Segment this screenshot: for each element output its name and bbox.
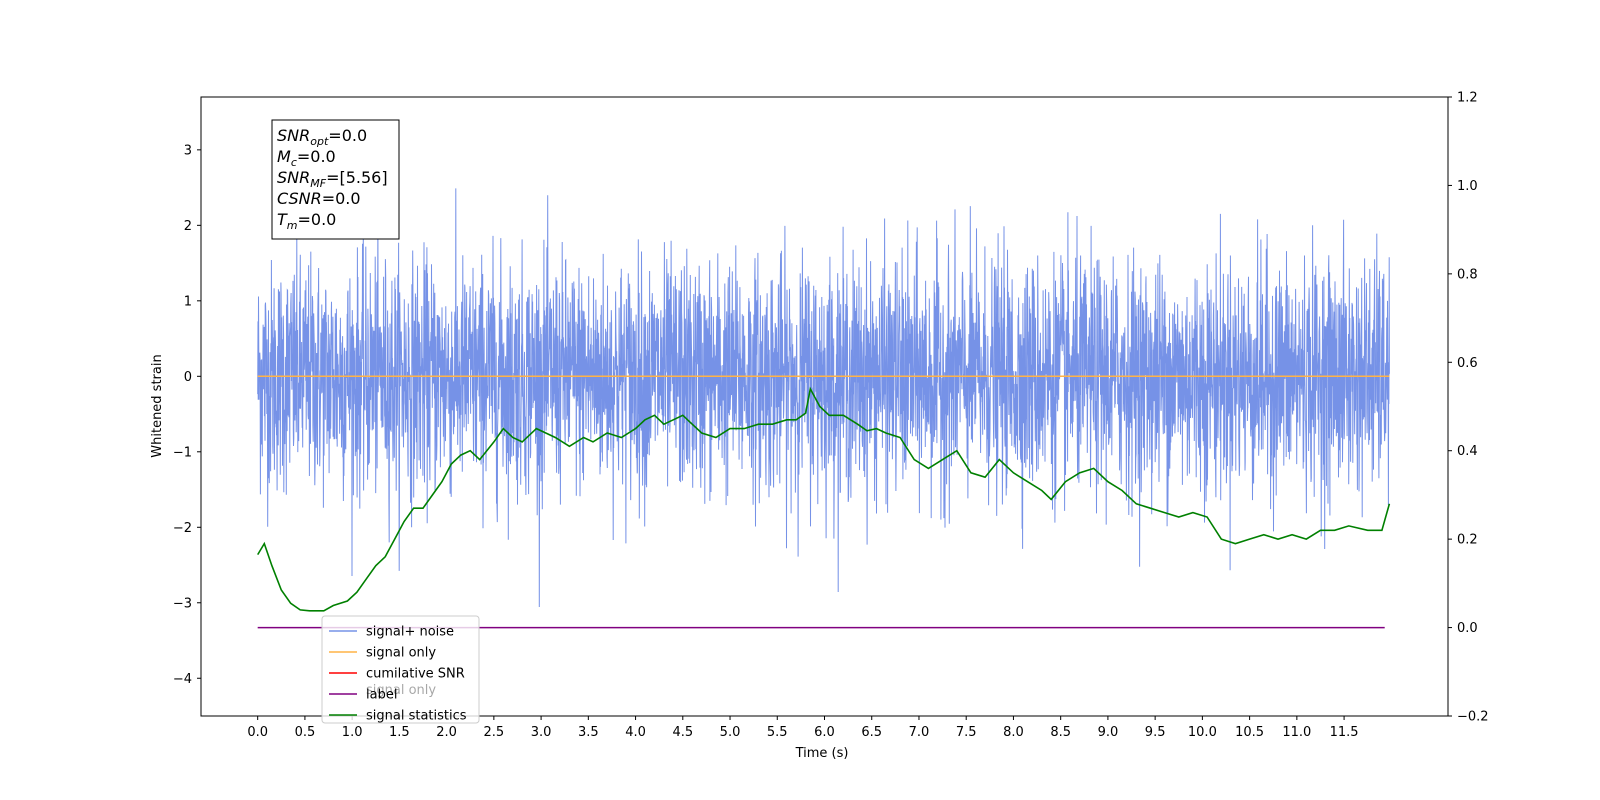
x-tick-label: 0.0 bbox=[247, 725, 268, 740]
y-left-axis: 3 2 1 0 −1 −2 −3 −4 bbox=[173, 143, 201, 687]
x-axis-label: Time (s) bbox=[795, 746, 849, 761]
y-right-tick-label: 0.0 bbox=[1457, 621, 1478, 636]
x-tick-label: 4.0 bbox=[625, 725, 646, 740]
x-tick-label: 5.0 bbox=[720, 725, 741, 740]
x-tick-label: 1.0 bbox=[342, 725, 363, 740]
x-tick-label: 8.5 bbox=[1050, 725, 1071, 740]
y-right-axis: 1.2 1.0 0.8 0.6 0.4 0.2 0.0 −0.2 bbox=[1448, 91, 1489, 725]
info-box-frame bbox=[271, 119, 400, 240]
legend-ghost-text: signal only bbox=[366, 683, 436, 698]
series-signal-noise-line bbox=[257, 188, 1390, 608]
y-right-tick-label: 0.2 bbox=[1457, 533, 1478, 548]
info-row-value: =0.0 bbox=[322, 189, 361, 208]
x-tick-label: 2.0 bbox=[436, 725, 457, 740]
info-row: Tm=0.0 bbox=[277, 210, 336, 232]
info-row-name: SNR bbox=[277, 126, 310, 145]
x-tick-label: 2.5 bbox=[484, 725, 505, 740]
info-row-subscript: c bbox=[291, 156, 297, 169]
info-row-value: =0.0 bbox=[298, 210, 337, 229]
info-row-value: =0.0 bbox=[297, 147, 336, 166]
y-axis-label: Whitened strain bbox=[150, 354, 165, 457]
info-row-subscript: m bbox=[287, 219, 298, 232]
x-tick-label: 7.5 bbox=[956, 725, 977, 740]
x-tick-label: 9.5 bbox=[1145, 725, 1166, 740]
y-left-tick-label: 0 bbox=[184, 370, 192, 385]
info-row: SNRopt=0.0 bbox=[277, 126, 367, 148]
info-row: CSNR=0.0 bbox=[277, 189, 361, 208]
legend-label: signal statistics bbox=[366, 709, 467, 724]
y-right-tick-label: 0.8 bbox=[1457, 267, 1478, 282]
y-left-tick-label: −4 bbox=[173, 672, 192, 687]
legend-frame bbox=[321, 615, 480, 724]
x-axis: 0.0 0.5 1.0 1.5 2.0 2.5 3.0 3.5 4.0 4.5 5.0 5.5 6.0 6… bbox=[247, 716, 1359, 740]
y-left-tick-label: −1 bbox=[173, 445, 192, 460]
y-left-tick-label: −3 bbox=[173, 596, 192, 611]
y-left-tick-label: 3 bbox=[184, 143, 192, 158]
legend-label: label bbox=[366, 688, 397, 703]
y-left-tick-label: −2 bbox=[173, 521, 192, 536]
info-row-value: =[5.56] bbox=[326, 168, 388, 187]
y-left-tick-label: 1 bbox=[184, 294, 192, 309]
x-tick-label: 6.0 bbox=[814, 725, 835, 740]
x-tick-label: 0.5 bbox=[295, 725, 316, 740]
legend-label: signal only bbox=[366, 646, 436, 661]
x-tick-label: 3.0 bbox=[531, 725, 552, 740]
info-row-name: CSNR bbox=[277, 189, 322, 208]
info-row-name: T bbox=[277, 210, 288, 229]
x-tick-label: 9.0 bbox=[1098, 725, 1119, 740]
info-row: Mc=0.0 bbox=[277, 147, 336, 169]
info-row: SNRMF=[5.56] bbox=[277, 168, 388, 190]
x-tick-label: 6.5 bbox=[861, 725, 882, 740]
y-right-tick-label: 1.0 bbox=[1457, 179, 1478, 194]
legend-label: cumilative SNR bbox=[366, 667, 465, 682]
info-box: SNRopt=0.0Mc=0.0SNRMF=[5.56]CSNR=0.0Tm=0… bbox=[271, 119, 400, 240]
x-tick-label: 11.0 bbox=[1282, 725, 1311, 740]
y-right-tick-label: 0.6 bbox=[1457, 356, 1478, 371]
x-tick-label: 10.0 bbox=[1188, 725, 1217, 740]
info-row-value: =0.0 bbox=[328, 126, 367, 145]
x-tick-label: 5.5 bbox=[767, 725, 788, 740]
x-tick-label: 10.5 bbox=[1235, 725, 1264, 740]
info-row-subscript: MF bbox=[310, 177, 326, 190]
y-left-tick-label: 2 bbox=[184, 219, 192, 234]
info-row-name: M bbox=[277, 147, 291, 166]
x-tick-label: 3.5 bbox=[578, 725, 599, 740]
noise-series bbox=[257, 188, 1390, 608]
x-tick-label: 11.5 bbox=[1330, 725, 1359, 740]
y-right-tick-label: 0.4 bbox=[1457, 444, 1478, 459]
legend-label: signal+ noise bbox=[366, 625, 454, 640]
series-signal-statistics-line bbox=[257, 386, 1391, 612]
x-tick-label: 7.0 bbox=[909, 725, 930, 740]
x-tick-label: 1.5 bbox=[389, 725, 410, 740]
x-tick-label: 8.0 bbox=[1003, 725, 1024, 740]
y-right-tick-label: 1.2 bbox=[1457, 91, 1478, 106]
x-tick-label: 4.5 bbox=[672, 725, 693, 740]
info-row-subscript: opt bbox=[310, 135, 329, 148]
info-row-name: SNR bbox=[277, 168, 310, 187]
y-right-tick-label: −0.2 bbox=[1457, 710, 1489, 725]
